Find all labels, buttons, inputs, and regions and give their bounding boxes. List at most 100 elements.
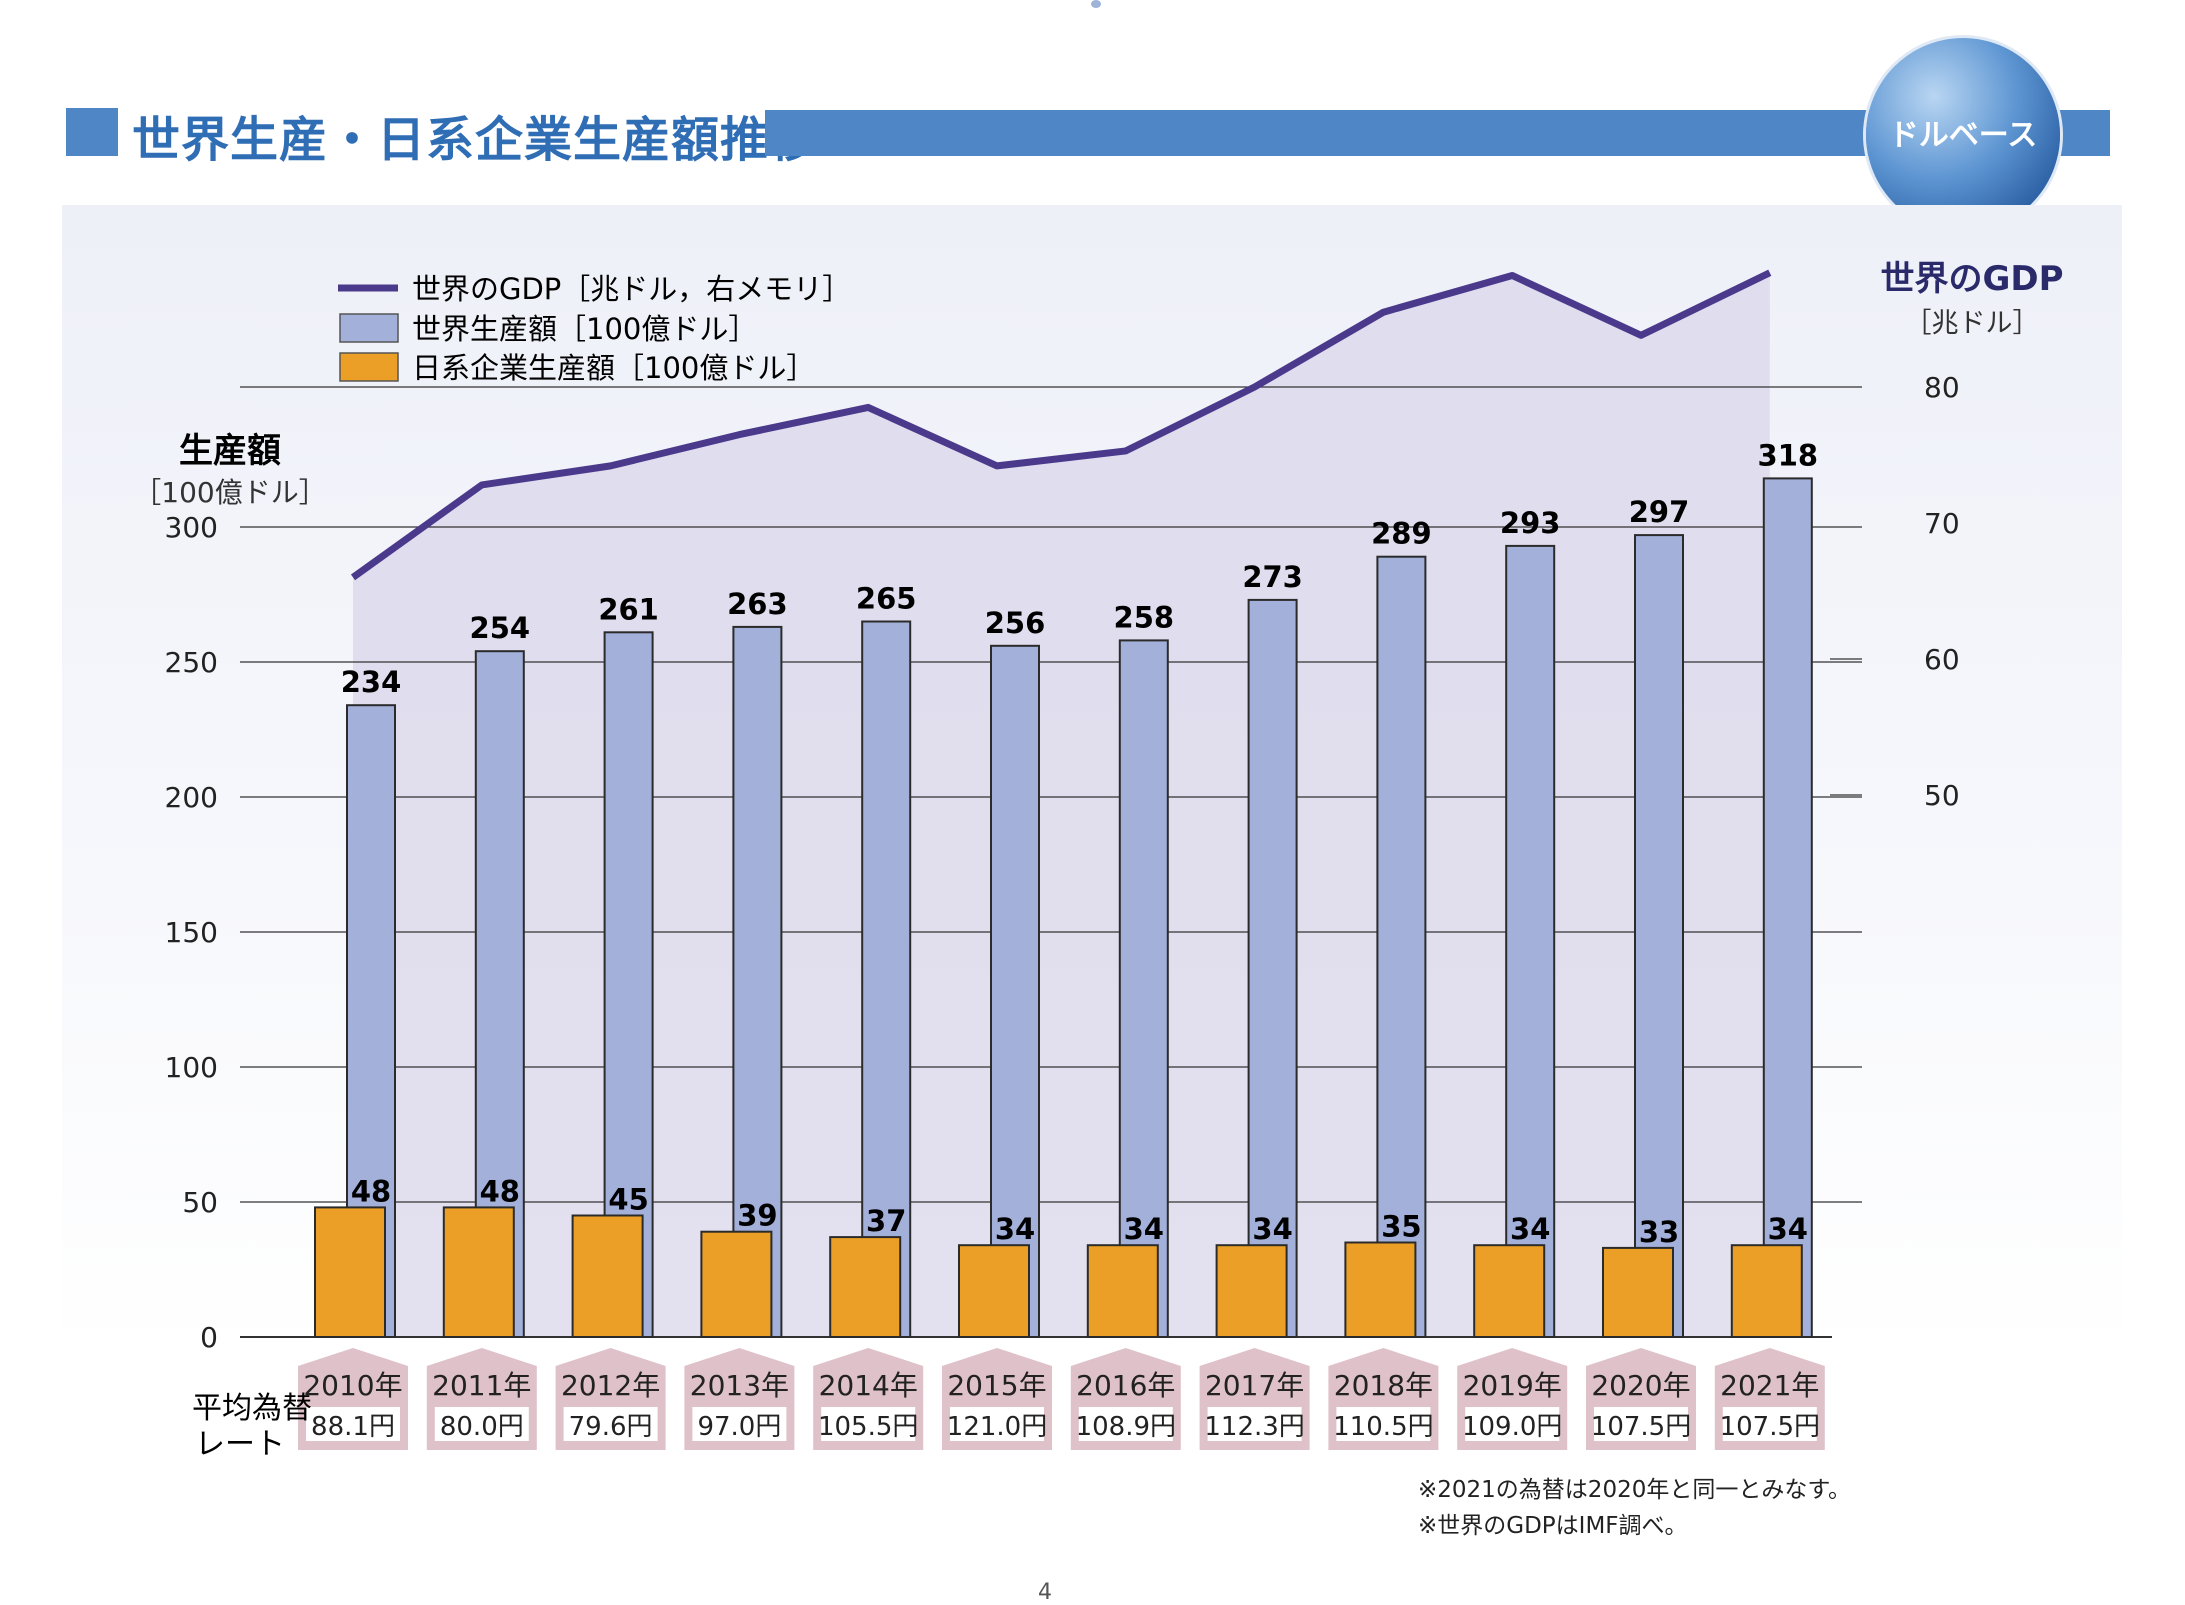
x-label-box: 2016年 108.9円 [1070,1348,1181,1450]
badge-label: ドルベース [1888,118,2038,153]
x-tick-year: 2013年 [690,1369,789,1402]
x-label-box: 2010年 88.1円 [298,1348,408,1450]
world-value-label: 261 [598,592,659,626]
japan-value-label: 39 [737,1199,777,1233]
x-tick-year: 2017年 [1205,1369,1304,1402]
world-value-label: 234 [341,665,402,699]
japan-bar [1344,1241,1417,1338]
gdp-line [350,269,1772,581]
japan-value-label: 48 [351,1174,391,1208]
x-label-box: 2014年 105.5円 [813,1348,924,1450]
japan-value-label: 35 [1381,1210,1421,1244]
exchange-rate-cell [1336,1407,1431,1441]
japan-value-label: 45 [608,1183,648,1217]
exchange-rate-cell [1078,1407,1173,1441]
exchange-rate-value: 105.5円 [818,1412,918,1442]
x-tick-year: 2021年 [1720,1369,1819,1402]
world-bar [861,620,912,1338]
y-left-tick-0: 0 [200,1321,218,1354]
y-left-tick-100: 100 [165,1051,218,1084]
exchange-rate-value: 121.0円 [947,1412,1047,1442]
legend-gdp-label: 世界のGDP［兆ドル，右メモリ］ [412,272,851,306]
exchange-rate-cell [563,1407,658,1441]
exchange-rate-value: 80.0円 [440,1412,524,1442]
footnote-1: ※2021の為替は2020年と同一とみなす。 [1418,1477,1852,1503]
y-right-tick-60: 60 [1924,643,1960,676]
world-value-label: 273 [1242,560,1303,594]
legend-japan-label: 日系企業生産額［100億ドル］ [412,351,815,385]
world-bar [1247,598,1298,1338]
world-value-label: 297 [1629,495,1690,529]
exchange-rate-value: 88.1円 [311,1412,395,1442]
exchange-label-line1: 平均為替 [192,1391,312,1426]
world-value-label: 263 [727,587,788,621]
japan-bar [1215,1244,1288,1338]
exchange-rate-cell [434,1407,529,1441]
x-tick-year: 2014年 [819,1369,918,1402]
x-label-box: 2013年 97.0円 [684,1348,795,1450]
japan-value-label: 34 [1124,1212,1164,1246]
japan-bar [700,1230,773,1338]
y-left-tick-200: 200 [165,781,218,814]
x-tick-year: 2010年 [303,1369,402,1402]
japan-value-label: 34 [995,1212,1035,1246]
x-label-box: 2019年 109.0円 [1457,1348,1568,1450]
japan-bar [571,1214,644,1338]
globe-icon: ドルベース [1866,38,2060,232]
y-right-tick-70: 70 [1924,507,1960,540]
exchange-rate-cell [821,1407,916,1441]
x-label-box: 2021年 107.5円 [1714,1348,1825,1450]
exchange-rate-cell [1722,1407,1817,1441]
y-left-tick-50: 50 [182,1186,218,1219]
japan-value-label: 48 [480,1174,520,1208]
exchange-label-line2: レート [195,1427,285,1462]
japan-value-label: 34 [1768,1212,1808,1246]
world-value-label: 293 [1500,506,1561,540]
x-tick-year: 2015年 [947,1369,1046,1402]
world-bar [1505,544,1556,1338]
japan-bar [1473,1244,1546,1338]
world-bar [1762,477,1813,1338]
page-title: 世界生産・日系企業生産額推移 [132,112,819,168]
exchange-rate-value: 97.0円 [697,1412,781,1442]
world-value-label: 254 [470,611,531,645]
world-bar [1634,534,1684,1338]
legend-japan-swatch [339,352,399,382]
japan-bar [829,1236,902,1338]
legend: 世界のGDP［兆ドル，右メモリ］ 世界生産額［100億ドル］ 日系企業生産額［1… [338,272,851,385]
exchange-rate-cell [1207,1407,1302,1441]
japan-bar [1602,1246,1674,1339]
world-bar [732,625,783,1338]
x-label-box: 2012年 79.6円 [555,1348,666,1450]
y-right-unit: ［兆ドル］ [1905,308,2040,339]
page-number: 4 [1038,1580,1052,1605]
exchange-rate-value: 109.0円 [1462,1412,1562,1442]
world-value-label: 258 [1114,600,1175,634]
y-left-unit: ［100億ドル］ [133,476,326,509]
japan-bar [1086,1244,1159,1338]
world-value-label: 289 [1371,517,1432,551]
x-tick-year: 2012年 [561,1369,660,1402]
x-label-box: 2018年 110.5円 [1328,1348,1439,1450]
exchange-rate-value: 112.3円 [1204,1412,1304,1442]
footnote-2: ※世界のGDPはIMF調べ。 [1418,1513,1688,1539]
world-bar [990,644,1040,1338]
japan-bar [1730,1244,1803,1338]
exchange-rate-value: 79.6円 [569,1412,653,1442]
exchange-rate-cell [950,1407,1044,1441]
x-label-box: 2015年 121.0円 [942,1348,1052,1450]
legend-world-label: 世界生産額［100億ドル］ [412,312,757,346]
decorative-dot [1091,0,1101,8]
world-value-label: 318 [1758,438,1819,472]
exchange-rate-value: 110.5円 [1333,1412,1433,1442]
japan-bar [442,1206,515,1339]
exchange-rate-value: 108.9円 [1076,1412,1176,1442]
japan-bar [958,1244,1030,1338]
y-left-tick-300: 300 [165,511,218,544]
y-left-tick-250: 250 [165,646,218,679]
exchange-rate-cell [1594,1407,1688,1441]
y-left-tick-150: 150 [165,916,218,949]
japan-bar [314,1206,386,1339]
x-tick-year: 2011年 [432,1369,531,1402]
